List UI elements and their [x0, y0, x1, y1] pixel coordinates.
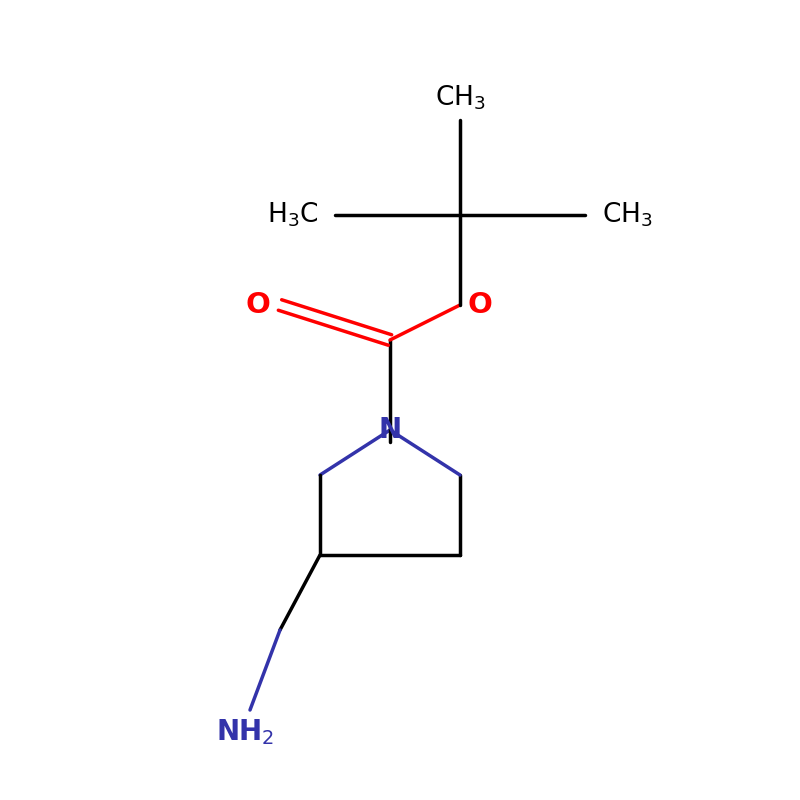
Text: CH$_3$: CH$_3$ — [602, 201, 652, 230]
Text: CH$_3$: CH$_3$ — [434, 84, 486, 112]
Text: O: O — [246, 291, 270, 319]
Text: O: O — [467, 291, 493, 319]
Text: NH$_2$: NH$_2$ — [216, 717, 274, 747]
Text: H$_3$C: H$_3$C — [267, 201, 318, 230]
Text: N: N — [378, 416, 402, 444]
